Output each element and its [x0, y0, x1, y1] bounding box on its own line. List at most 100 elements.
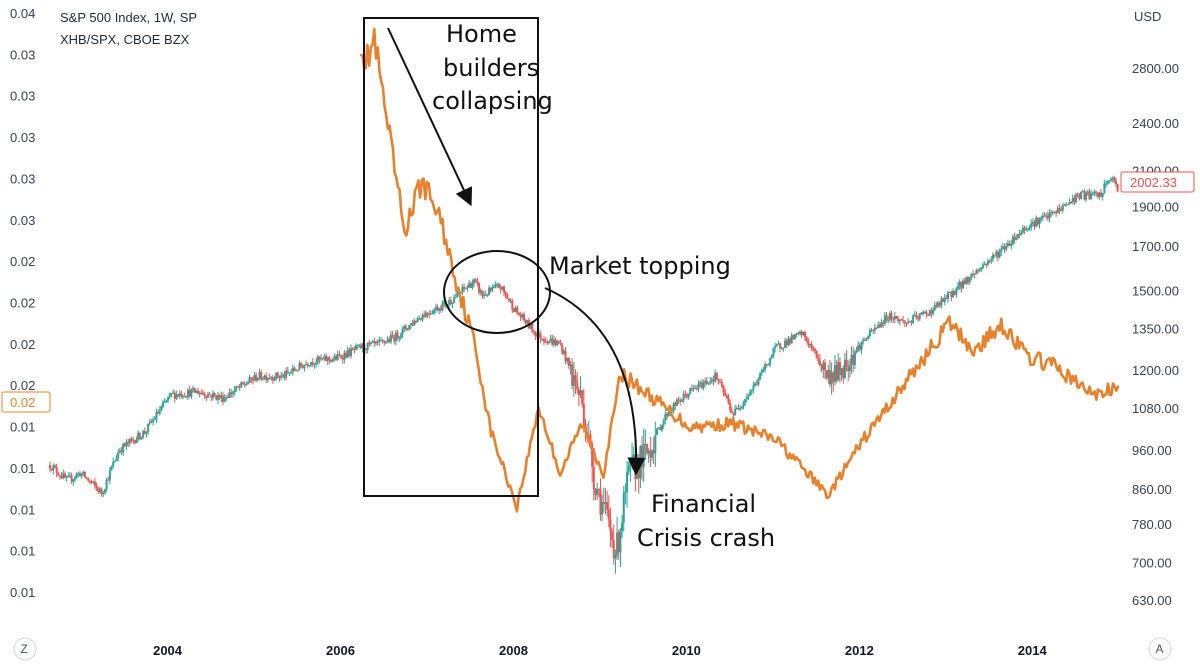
candle-body: [1048, 213, 1051, 219]
candle-body: [68, 475, 71, 477]
candle-body: [579, 390, 582, 396]
candle-body: [403, 326, 406, 329]
candle-body: [230, 392, 233, 395]
candle-body: [863, 340, 866, 342]
candle-body: [70, 475, 73, 482]
candle-body: [346, 349, 349, 358]
candle-body: [915, 314, 918, 319]
candle-body: [963, 280, 966, 284]
candle-body: [735, 407, 738, 409]
candle-body: [258, 372, 261, 378]
candle-body: [411, 323, 414, 326]
candle-body: [128, 438, 131, 444]
log-scale-toggle-button[interactable]: Z: [13, 637, 37, 661]
candle-body: [87, 478, 90, 481]
candle-body: [448, 300, 451, 305]
candle-body: [971, 273, 974, 275]
candle-body: [255, 374, 258, 381]
candle-body: [408, 325, 411, 330]
candle-body: [85, 477, 88, 479]
candle-body: [316, 356, 319, 363]
candle-body: [665, 414, 668, 417]
candle-body: [907, 321, 910, 324]
candle-body: [850, 355, 853, 366]
candle-body: [617, 532, 620, 553]
candle-body: [893, 316, 896, 320]
candle-body: [88, 480, 91, 482]
candle-body: [750, 390, 753, 392]
candle-body: [552, 339, 555, 345]
candle-body: [737, 407, 740, 410]
candle-body: [1076, 193, 1079, 196]
candle-body: [547, 341, 550, 344]
auto-scale-toggle-button[interactable]: A: [1148, 637, 1172, 661]
candle-body: [765, 364, 768, 366]
candle-body: [80, 473, 83, 477]
candle-body: [261, 378, 264, 380]
candle-body: [981, 265, 984, 268]
candle-body: [489, 287, 492, 291]
candle-body: [153, 419, 156, 421]
candle-body: [271, 377, 274, 381]
candle-body: [948, 291, 951, 293]
candle-body: [659, 427, 662, 431]
candle-body: [1003, 246, 1006, 250]
candle-body: [958, 281, 961, 287]
candle-body: [965, 277, 968, 284]
candle-body: [677, 399, 680, 401]
candle-body: [662, 420, 665, 426]
candle-body: [208, 394, 211, 396]
candle-body: [952, 290, 955, 298]
candle-body: [351, 348, 354, 350]
candle-body: [281, 374, 284, 376]
candle-body: [697, 383, 700, 389]
candle-body: [983, 263, 986, 266]
candle-body: [233, 390, 236, 393]
right-axis-tick: 1080.00: [1132, 401, 1179, 416]
right-axis-unit: USD: [1134, 9, 1161, 24]
candle-body: [155, 412, 158, 420]
candle-body: [200, 393, 203, 395]
candle-body: [368, 342, 371, 344]
candle-body: [759, 372, 762, 380]
candle-body: [320, 358, 323, 360]
candle-body: [280, 375, 283, 378]
candle-body: [93, 481, 96, 486]
candle-body: [1038, 220, 1041, 225]
candle-body: [63, 473, 66, 478]
candle-body: [1021, 227, 1024, 233]
candle-body: [572, 375, 575, 386]
candle-body: [1058, 208, 1061, 211]
candle-body: [453, 297, 456, 303]
candle-body: [707, 382, 710, 384]
candle-body: [932, 309, 935, 314]
candle-body: [172, 392, 175, 394]
candle-body: [451, 302, 454, 304]
candle-body: [991, 254, 994, 260]
candle-body: [953, 290, 956, 295]
candle-body: [674, 403, 677, 406]
candle-body: [335, 356, 338, 360]
candle-body: [835, 365, 838, 381]
candle-body: [511, 300, 514, 310]
candle-body: [456, 291, 459, 298]
candle-body: [295, 370, 298, 372]
candle-body: [903, 320, 906, 323]
right-axis-tick: 2800.00: [1132, 61, 1179, 76]
candle-body: [817, 358, 820, 362]
candle-body: [546, 341, 549, 344]
candle-body: [562, 350, 565, 354]
candle-body: [424, 312, 427, 318]
candle-body: [717, 379, 720, 382]
candle-body: [875, 327, 878, 329]
candle-body: [892, 318, 895, 320]
candle-body: [1098, 192, 1101, 197]
candle-body: [340, 355, 343, 358]
candle-body: [110, 466, 113, 471]
candle-body: [120, 450, 123, 453]
candle-body: [995, 251, 998, 256]
candle-body: [996, 251, 999, 258]
candle-body: [105, 479, 108, 490]
candle-body: [541, 339, 544, 341]
candle-body: [57, 472, 60, 476]
